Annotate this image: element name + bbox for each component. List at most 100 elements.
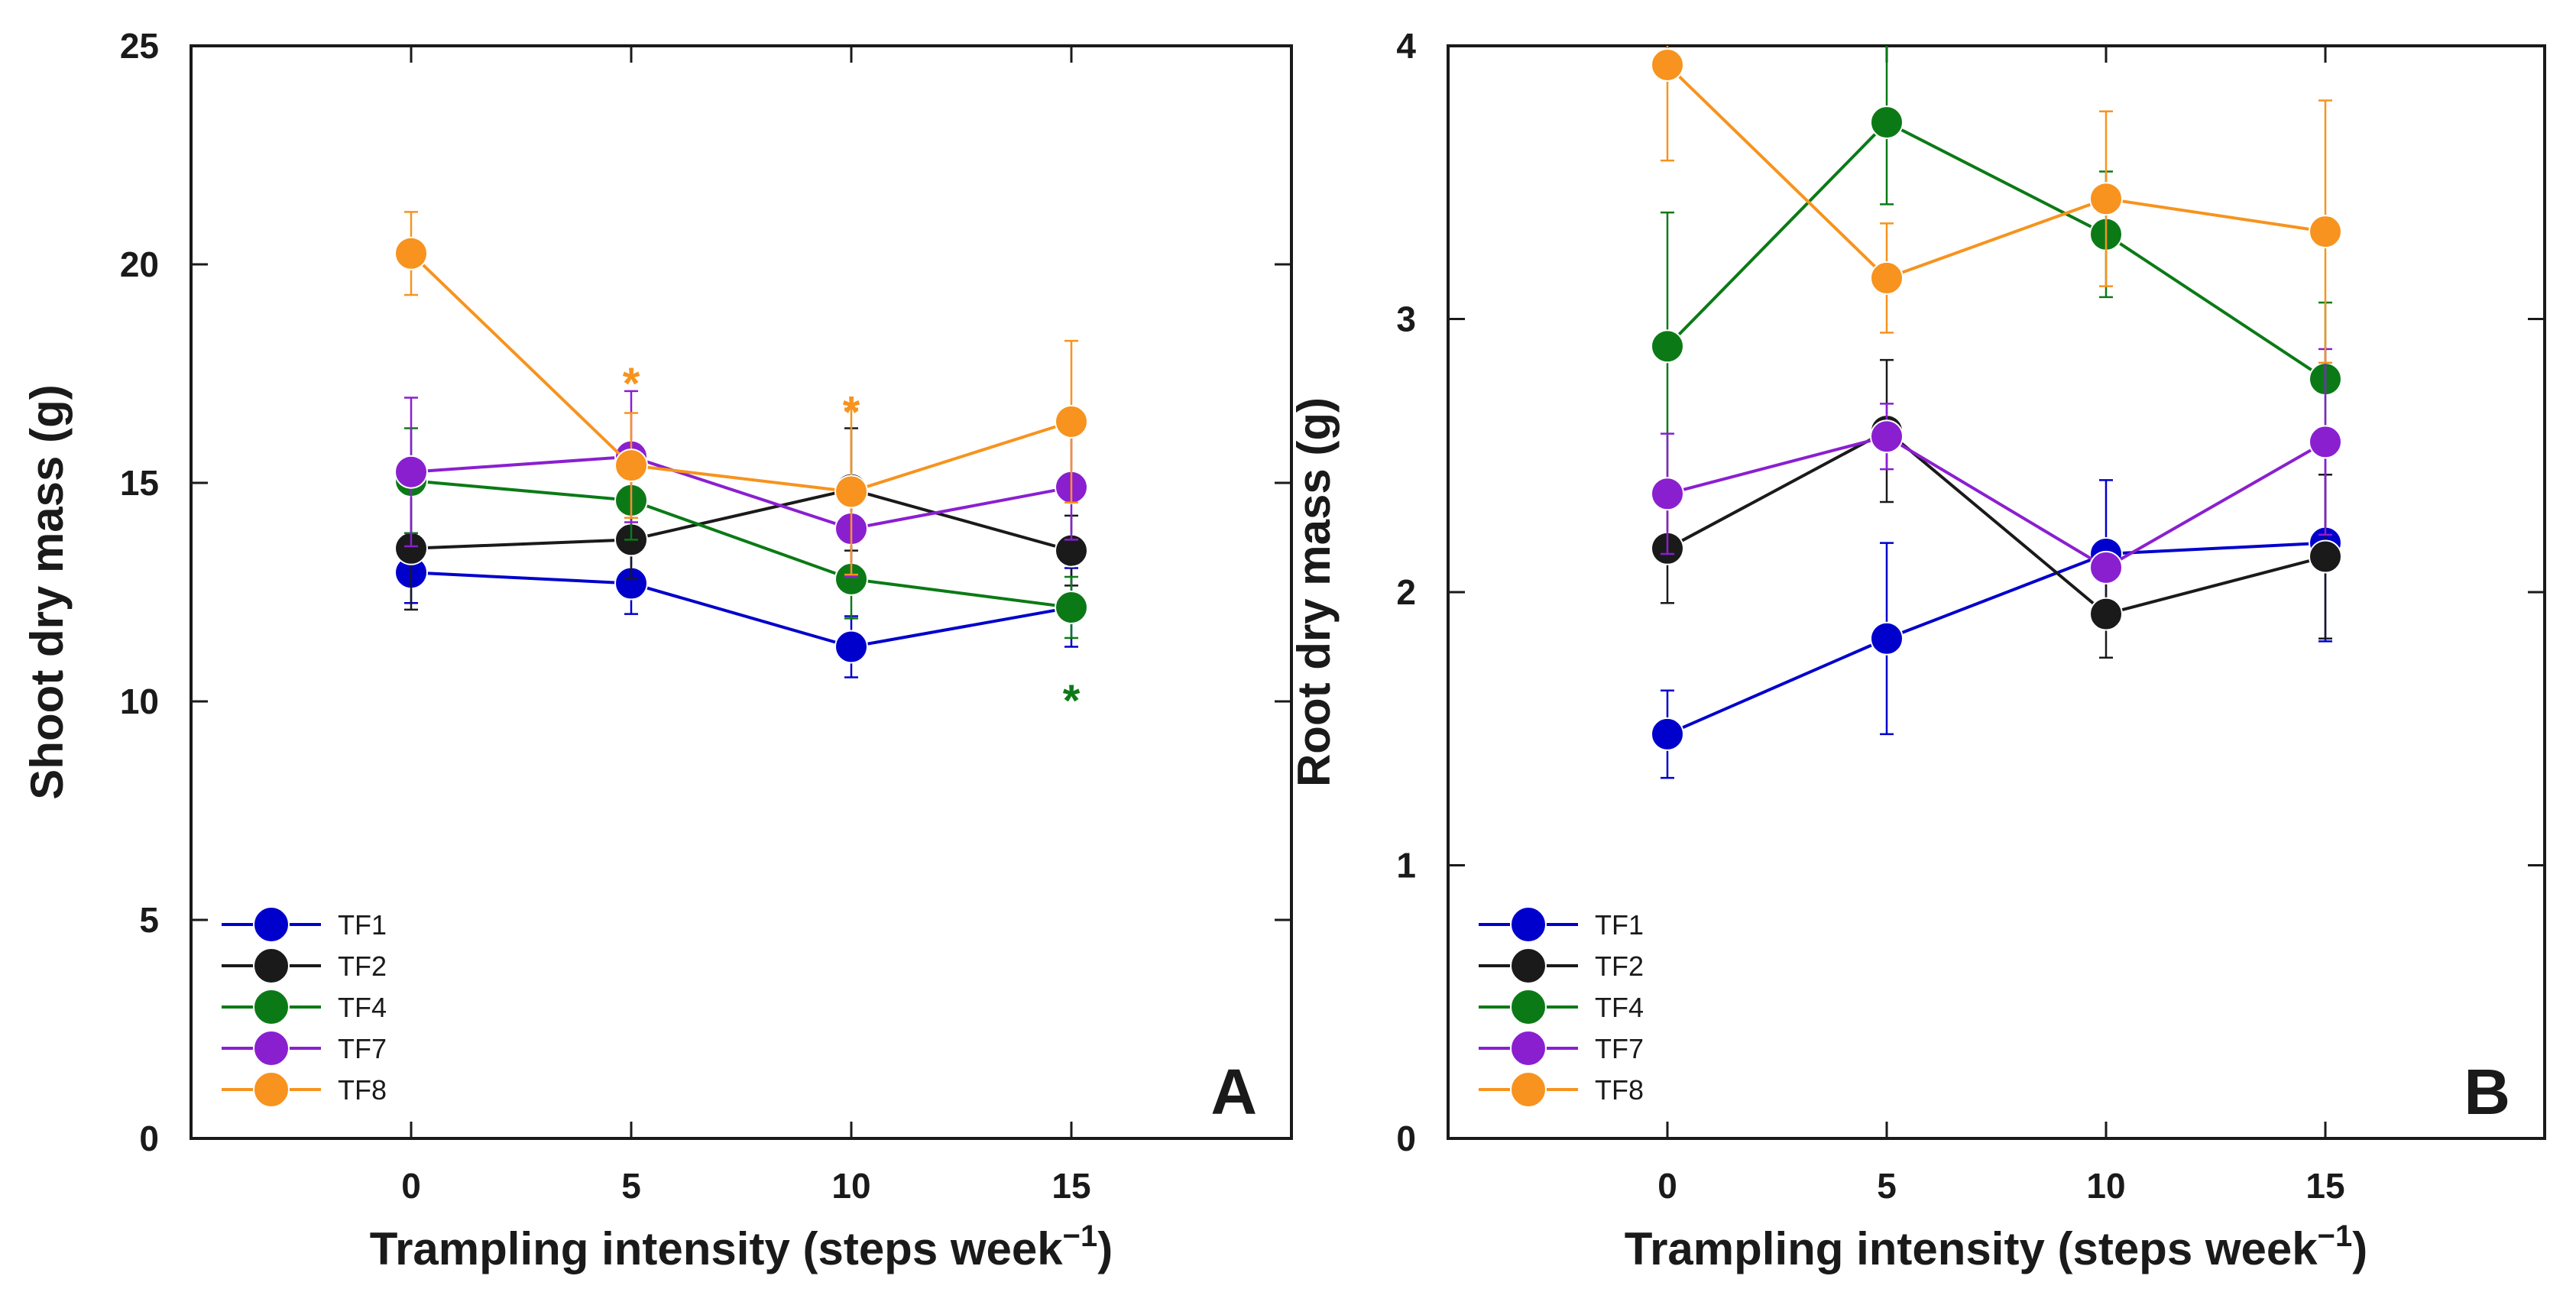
legend-label: TF2 — [1595, 950, 1644, 982]
x-axis-title-close: ) — [1097, 1223, 1113, 1274]
x-axis-title-main: Trampling intensity (steps week — [370, 1223, 1064, 1274]
legend-marker — [253, 1030, 290, 1067]
legend: TF1 TF2 TF4 TF7 TF8 — [222, 906, 387, 1108]
y-tick-label: 20 — [120, 244, 159, 284]
data-point — [2089, 182, 2123, 216]
x-axis-title-superscript: −1 — [2318, 1219, 2353, 1253]
series-line — [1666, 63, 2326, 280]
y-tick-label: 1 — [1396, 846, 1416, 886]
legend-marker — [253, 989, 290, 1025]
series-line — [410, 487, 1072, 552]
legend-item-tf8: TF8 — [222, 1071, 387, 1108]
x-tick-label: 15 — [1051, 1166, 1090, 1206]
data-point — [2309, 425, 2342, 459]
legend-item-tf2: TF2 — [1479, 947, 1644, 984]
series-line — [1667, 429, 2326, 616]
x-tick-label: 5 — [621, 1166, 641, 1206]
legend-item-tf1: TF1 — [222, 906, 387, 943]
x-axis-title-main: Trampling intensity (steps week — [1625, 1223, 2318, 1274]
y-tick-label: 4 — [1396, 26, 1416, 66]
legend: TF1 TF2 TF4 TF7 TF8 — [1479, 906, 1644, 1108]
y-axis-title: Shoot dry mass (g) — [21, 384, 73, 799]
y-tick-label: 2 — [1396, 572, 1416, 612]
legend-marker — [1510, 1030, 1547, 1067]
data-point — [1651, 48, 1684, 83]
data-point — [394, 455, 428, 489]
series-line — [1666, 120, 2327, 380]
significance-star: * — [843, 387, 860, 437]
data-point — [614, 448, 648, 483]
legend-label: TF2 — [338, 950, 387, 982]
series-line — [1667, 541, 2326, 736]
panel-b-root-dry-mass: 0 1 2 3 4 0 5 10 15 Root dry mass (g) Trampling in… — [1288, 26, 2546, 1274]
legend-label: TF7 — [1595, 1033, 1644, 1064]
x-tick-label: 10 — [831, 1166, 870, 1206]
legend-label: TF8 — [1595, 1074, 1644, 1106]
data-point — [1651, 477, 1684, 511]
series-line — [410, 252, 1072, 494]
legend-marker — [253, 947, 290, 984]
legend-item-tf2: TF2 — [222, 947, 387, 984]
data-point — [1870, 419, 1904, 454]
y-tick-label: 3 — [1396, 300, 1416, 339]
y-axis-title: Root dry mass (g) — [1288, 397, 1340, 787]
legend-marker — [253, 906, 290, 943]
legend-marker — [1510, 989, 1547, 1025]
y-tick-label: 15 — [120, 463, 159, 503]
legend-item-tf4: TF4 — [222, 989, 387, 1025]
legend-item-tf1: TF1 — [1479, 906, 1644, 943]
data-point — [1870, 261, 1904, 295]
data-point — [1651, 329, 1684, 364]
legend-label: TF8 — [338, 1074, 387, 1106]
legend-item-tf7: TF7 — [1479, 1030, 1644, 1067]
data-point — [1651, 717, 1684, 751]
series-line — [1667, 435, 2326, 570]
data-point — [2089, 550, 2123, 584]
data-point — [834, 630, 868, 664]
legend-label: TF1 — [338, 909, 387, 941]
data-point — [2309, 215, 2342, 249]
series-line — [410, 571, 1072, 649]
y-tick-label: 0 — [139, 1119, 159, 1158]
panel-label: B — [2464, 1056, 2510, 1128]
x-tick-label: 5 — [1877, 1166, 1897, 1206]
significance-star: * — [623, 359, 640, 409]
legend-marker — [253, 1071, 290, 1108]
series-line — [410, 479, 1072, 610]
y-tick-label: 0 — [1396, 1119, 1416, 1158]
legend-label: TF1 — [1595, 909, 1644, 941]
legend-marker — [1510, 1071, 1547, 1108]
y-tick-label: 5 — [139, 900, 159, 940]
data-point — [834, 474, 868, 509]
legend-label: TF4 — [338, 992, 387, 1023]
data-point — [1055, 404, 1088, 439]
legend-item-tf7: TF7 — [222, 1030, 387, 1067]
legend-label: TF4 — [1595, 992, 1644, 1023]
series-tf8 — [394, 211, 1088, 576]
data-point — [1870, 105, 1904, 140]
legend-item-tf4: TF4 — [1479, 989, 1644, 1025]
legend-marker — [1510, 906, 1547, 943]
x-tick-label: 0 — [1657, 1166, 1677, 1206]
data-point — [394, 236, 428, 270]
x-tick-label: 15 — [2305, 1166, 2344, 1206]
x-axis-title-superscript: −1 — [1063, 1219, 1098, 1253]
series-tf8 — [1651, 46, 2342, 364]
legend-item-tf8: TF8 — [1479, 1071, 1644, 1108]
x-axis-title: Trampling intensity (steps week−1) — [370, 1219, 1113, 1274]
panel-label: A — [1210, 1056, 1257, 1128]
legend-label: TF7 — [338, 1033, 387, 1064]
data-point — [1870, 621, 1904, 656]
y-tick-label: 10 — [120, 682, 159, 721]
x-tick-label: 0 — [401, 1166, 421, 1206]
panel-a-shoot-dry-mass: 0 5 10 15 20 25 0 5 10 15 Shoot dry mass (g) Trampl… — [21, 26, 1293, 1274]
x-axis-title: Trampling intensity (steps week−1) — [1625, 1219, 2368, 1274]
series-tf7 — [1651, 348, 2342, 584]
plot-frame — [190, 44, 1293, 1140]
legend-marker — [1510, 947, 1547, 984]
data-point — [1055, 591, 1088, 625]
y-tick-label: 25 — [120, 26, 159, 66]
data-point — [2309, 539, 2342, 574]
